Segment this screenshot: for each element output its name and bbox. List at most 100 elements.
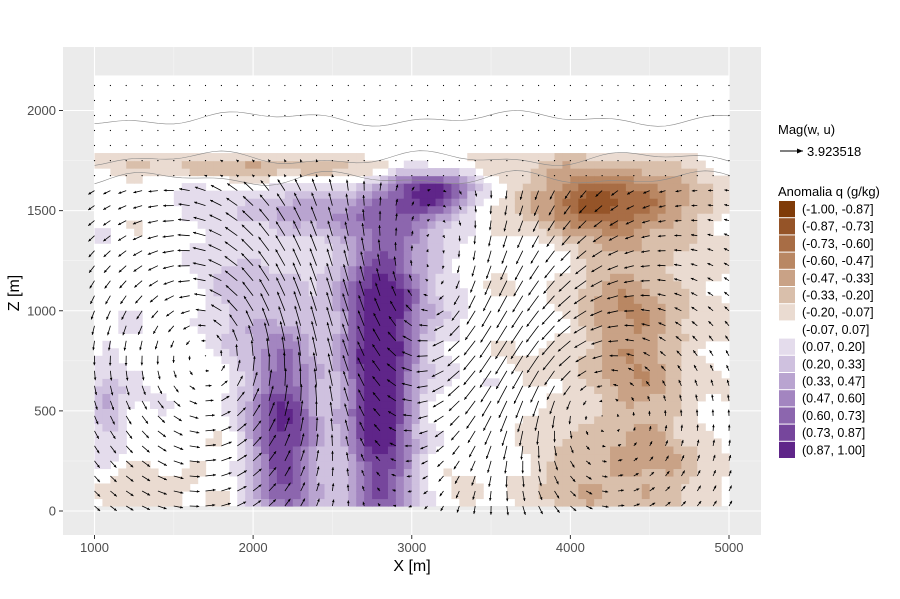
anomaly-cell <box>412 468 421 476</box>
anomaly-cell <box>666 168 675 176</box>
anomaly-cell <box>412 453 421 461</box>
anomaly-cell <box>420 326 429 334</box>
anomaly-cell <box>539 191 548 199</box>
anomaly-cell <box>697 483 706 491</box>
anomaly-cell <box>658 228 667 236</box>
anomaly-cell <box>499 176 508 184</box>
anomaly-cell <box>364 243 373 251</box>
anomaly-cell <box>95 228 104 236</box>
anomaly-cell <box>317 273 326 281</box>
vector-point <box>411 175 412 176</box>
anomaly-cell <box>443 228 452 236</box>
legend-label: (-0.33, -0.20] <box>802 289 874 303</box>
vector-point <box>665 145 666 146</box>
anomaly-cell <box>602 423 611 431</box>
anomaly-cell <box>499 228 508 236</box>
anomaly-cell <box>713 326 722 334</box>
anomaly-cell <box>451 176 460 184</box>
vector-point <box>633 145 634 146</box>
vector-point <box>395 145 396 146</box>
anomaly-cell <box>301 236 310 244</box>
anomaly-cell <box>229 206 238 214</box>
anomaly-cell <box>562 423 571 431</box>
anomaly-cell <box>666 221 675 229</box>
anomaly-cell <box>547 176 556 184</box>
anomaly-cell <box>301 461 310 469</box>
anomaly-cell <box>118 393 127 401</box>
vector-legend-value: 3.923518 <box>807 144 861 159</box>
vector-point <box>94 115 95 116</box>
anomaly-cell <box>126 318 135 326</box>
anomaly-cell <box>412 438 421 446</box>
anomaly-cell <box>190 198 199 206</box>
anomaly-cell <box>459 498 468 506</box>
anomaly-cell <box>594 221 603 229</box>
anomaly-cell <box>697 311 706 319</box>
anomaly-cell <box>658 423 667 431</box>
anomaly-cell <box>309 251 318 259</box>
legend-label: (-1.00, -0.87] <box>802 203 874 217</box>
anomaly-cell <box>642 453 651 461</box>
anomaly-cell <box>102 393 111 401</box>
anomaly-cell <box>110 348 119 356</box>
anomaly-cell <box>697 333 706 341</box>
anomaly-cell <box>404 483 413 491</box>
vector-point <box>300 85 301 86</box>
anomaly-cell <box>689 281 698 289</box>
anomaly-cell <box>713 236 722 244</box>
anomaly-cell <box>562 348 571 356</box>
anomaly-cell <box>547 213 556 221</box>
anomaly-cell <box>531 153 540 161</box>
anomaly-cell <box>198 221 207 229</box>
anomaly-cell <box>673 386 682 394</box>
anomaly-cell <box>539 483 548 491</box>
anomaly-cell <box>102 386 111 394</box>
anomaly-cell <box>650 461 659 469</box>
anomaly-cell <box>713 183 722 191</box>
anomaly-cell <box>158 476 167 484</box>
anomaly-cell <box>626 386 635 394</box>
vector-point <box>221 85 222 86</box>
anomaly-cell <box>626 311 635 319</box>
anomaly-cell <box>364 491 373 499</box>
anomaly-cell <box>396 423 405 431</box>
anomaly-cell <box>428 168 437 176</box>
anomaly-cell <box>356 318 365 326</box>
anomaly-cell <box>602 401 611 409</box>
anomaly-cell <box>253 243 262 251</box>
anomaly-cell <box>650 243 659 251</box>
anomaly-cell <box>681 378 690 386</box>
anomaly-cell <box>269 198 278 206</box>
vector-point <box>205 130 206 131</box>
anomaly-cell <box>388 341 397 349</box>
anomaly-cell <box>626 491 635 499</box>
anomaly-cell <box>134 468 143 476</box>
anomaly-cell <box>388 198 397 206</box>
anomaly-cell <box>666 341 675 349</box>
anomaly-cell <box>380 363 389 371</box>
anomaly-cell <box>269 461 278 469</box>
anomaly-cell <box>618 266 627 274</box>
legend-key <box>779 253 795 269</box>
anomaly-cell <box>681 273 690 281</box>
anomaly-cell <box>499 348 508 356</box>
vector-point <box>94 130 95 131</box>
anomaly-cell <box>713 446 722 454</box>
anomaly-cell <box>610 153 619 161</box>
anomaly-cell <box>570 228 579 236</box>
anomaly-cell <box>436 258 445 266</box>
anomaly-cell <box>618 378 627 386</box>
anomaly-cell <box>293 446 302 454</box>
anomaly-cell <box>229 401 238 409</box>
anomaly-cell <box>245 468 254 476</box>
anomaly-cell <box>102 483 111 491</box>
anomaly-cell <box>570 281 579 289</box>
anomaly-cell <box>428 273 437 281</box>
anomaly-cell <box>206 258 215 266</box>
anomaly-cell <box>380 401 389 409</box>
anomaly-cell <box>507 168 516 176</box>
x-tick-label: 1000 <box>80 540 109 555</box>
anomaly-cell <box>332 348 341 356</box>
anomaly-cell <box>705 326 714 334</box>
